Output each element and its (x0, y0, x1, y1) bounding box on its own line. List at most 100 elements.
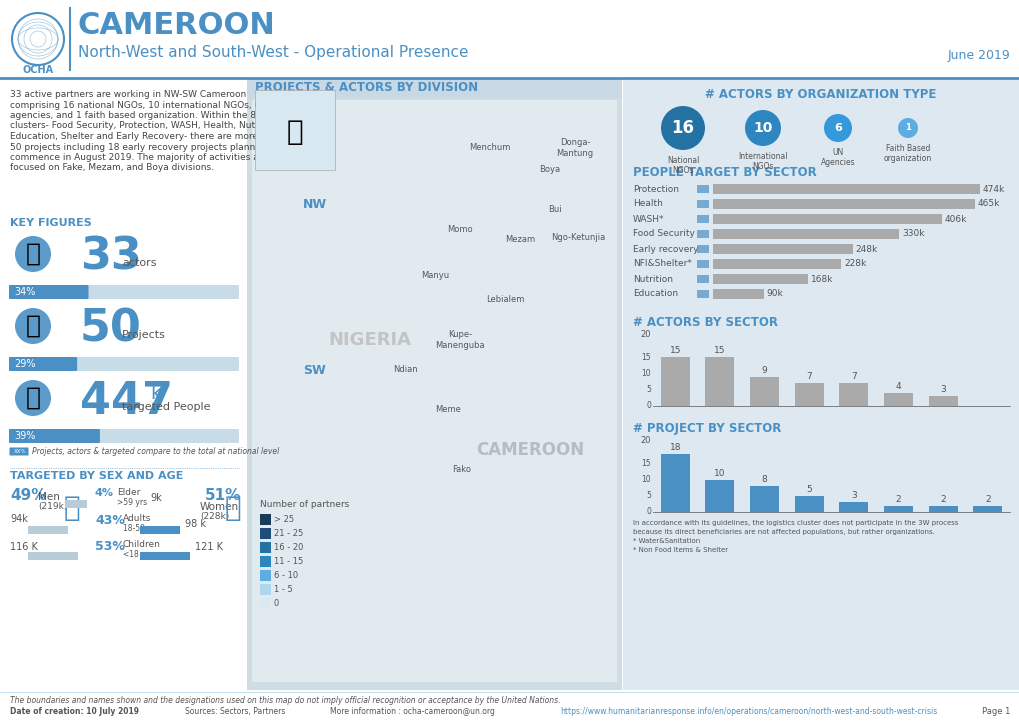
Text: More information : ocha-cameroon@un.org: More information : ocha-cameroon@un.org (330, 707, 494, 716)
FancyBboxPatch shape (794, 384, 823, 406)
FancyBboxPatch shape (660, 357, 689, 406)
Text: 6: 6 (834, 123, 841, 133)
Text: 2: 2 (984, 495, 989, 503)
Text: 39%: 39% (14, 431, 36, 441)
Text: 474k: 474k (982, 185, 1005, 193)
Text: 0: 0 (645, 508, 650, 516)
Text: * Water&Sanitation: * Water&Sanitation (633, 538, 700, 544)
FancyBboxPatch shape (927, 505, 957, 512)
FancyBboxPatch shape (883, 505, 912, 512)
Circle shape (15, 236, 51, 272)
Text: KEY FIGURES: KEY FIGURES (10, 218, 92, 228)
Circle shape (12, 13, 64, 65)
Text: k: k (150, 384, 161, 403)
Text: WASH*: WASH* (633, 215, 663, 224)
Text: 18: 18 (668, 443, 681, 451)
Text: clusters- Food Security, Protection, WASH, Health, Nutrition,: clusters- Food Security, Protection, WAS… (10, 122, 281, 131)
FancyBboxPatch shape (696, 275, 708, 283)
Text: NIGERIA: NIGERIA (328, 331, 411, 349)
FancyBboxPatch shape (9, 357, 77, 371)
Text: In accordance with its guidelines, the logistics cluster does not participate in: In accordance with its guidelines, the l… (633, 520, 958, 526)
Text: 10: 10 (753, 121, 772, 135)
Text: 228k: 228k (844, 260, 866, 268)
Text: National
NGOs: National NGOs (666, 156, 698, 175)
FancyBboxPatch shape (696, 185, 708, 193)
Circle shape (823, 114, 851, 142)
FancyBboxPatch shape (794, 496, 823, 512)
Text: 248k: 248k (855, 244, 877, 254)
Text: 29%: 29% (14, 359, 36, 369)
FancyBboxPatch shape (705, 479, 734, 512)
Text: 🗺: 🗺 (286, 118, 303, 146)
Text: 10: 10 (641, 369, 650, 378)
Text: XX%: XX% (14, 449, 26, 454)
FancyBboxPatch shape (9, 357, 238, 371)
Text: SW: SW (304, 363, 326, 376)
Text: 20: 20 (640, 330, 650, 339)
Text: Lebialem: Lebialem (485, 296, 524, 304)
Text: 94k: 94k (10, 514, 28, 524)
Text: 9: 9 (761, 366, 766, 375)
FancyBboxPatch shape (696, 200, 708, 208)
FancyBboxPatch shape (623, 78, 1019, 690)
Text: 121 K: 121 K (195, 542, 223, 552)
Text: 15: 15 (641, 353, 650, 362)
Text: Meme: Meme (435, 405, 461, 415)
Text: The boundaries and names shown and the designations used on this map do not impl: The boundaries and names shown and the d… (10, 696, 560, 705)
FancyBboxPatch shape (839, 384, 867, 406)
Text: agencies, and 1 faith based organization. Within the 8 active: agencies, and 1 faith based organization… (10, 111, 286, 120)
FancyBboxPatch shape (260, 556, 271, 567)
Text: 51%: 51% (205, 488, 242, 503)
Text: 34%: 34% (14, 287, 36, 297)
Text: 406k: 406k (944, 215, 966, 224)
Text: 18-59 yrs: 18-59 yrs (123, 524, 159, 533)
Text: 43%: 43% (95, 514, 124, 527)
FancyBboxPatch shape (140, 552, 190, 560)
Text: 6 - 10: 6 - 10 (274, 571, 298, 580)
Text: 33: 33 (79, 236, 142, 279)
Text: 👥: 👥 (25, 386, 41, 410)
Text: 33 active partners are working in NW-SW Cameroon: 33 active partners are working in NW-SW … (10, 90, 246, 99)
FancyBboxPatch shape (9, 285, 89, 299)
Text: 2: 2 (940, 495, 945, 503)
Text: 4: 4 (895, 382, 901, 391)
Text: 👩: 👩 (224, 494, 242, 522)
FancyBboxPatch shape (839, 503, 867, 512)
Text: Page 1: Page 1 (980, 707, 1009, 716)
Text: 1 - 5: 1 - 5 (274, 585, 292, 594)
FancyBboxPatch shape (9, 429, 238, 443)
Text: Education, Shelter and Early Recovery- there are more than: Education, Shelter and Early Recovery- t… (10, 132, 281, 141)
Text: Elder: Elder (117, 488, 141, 497)
Text: > 25: > 25 (274, 515, 293, 524)
Text: 168k: 168k (810, 275, 833, 283)
Text: Sources: Sectors, Partners: Sources: Sectors, Partners (184, 707, 285, 716)
FancyBboxPatch shape (696, 245, 708, 253)
FancyBboxPatch shape (712, 229, 898, 239)
FancyBboxPatch shape (260, 528, 271, 539)
FancyBboxPatch shape (712, 199, 974, 209)
Text: International
NGOs: International NGOs (738, 152, 787, 172)
Text: OCHA: OCHA (22, 65, 54, 75)
FancyBboxPatch shape (260, 570, 271, 581)
Text: Women: Women (200, 502, 238, 512)
Text: 50 projects including 18 early recovery projects planned to: 50 projects including 18 early recovery … (10, 143, 278, 151)
Text: NFI&Shelter*: NFI&Shelter* (633, 260, 691, 268)
Text: Fako: Fako (452, 466, 471, 474)
Text: 90k: 90k (766, 290, 783, 298)
Text: # PROJECT BY SECTOR: # PROJECT BY SECTOR (633, 422, 781, 435)
Text: Number of partners: Number of partners (260, 500, 348, 509)
Text: Protection: Protection (633, 185, 679, 193)
Text: 116 K: 116 K (10, 542, 38, 552)
Text: Ngo-Ketunjia: Ngo-Ketunjia (550, 234, 604, 242)
FancyBboxPatch shape (28, 552, 77, 560)
FancyBboxPatch shape (712, 259, 841, 269)
FancyBboxPatch shape (696, 230, 708, 238)
Circle shape (897, 118, 917, 138)
Text: CAMEROON: CAMEROON (77, 12, 275, 40)
Circle shape (744, 110, 781, 146)
Text: NW: NW (303, 198, 327, 211)
Text: Food Security: Food Security (633, 229, 694, 239)
Text: 20: 20 (640, 436, 650, 445)
Text: because its direct beneficiaries are not affected populations, but rather organi: because its direct beneficiaries are not… (633, 529, 934, 535)
Text: North-West and South-West - Operational Presence: North-West and South-West - Operational … (77, 45, 468, 60)
